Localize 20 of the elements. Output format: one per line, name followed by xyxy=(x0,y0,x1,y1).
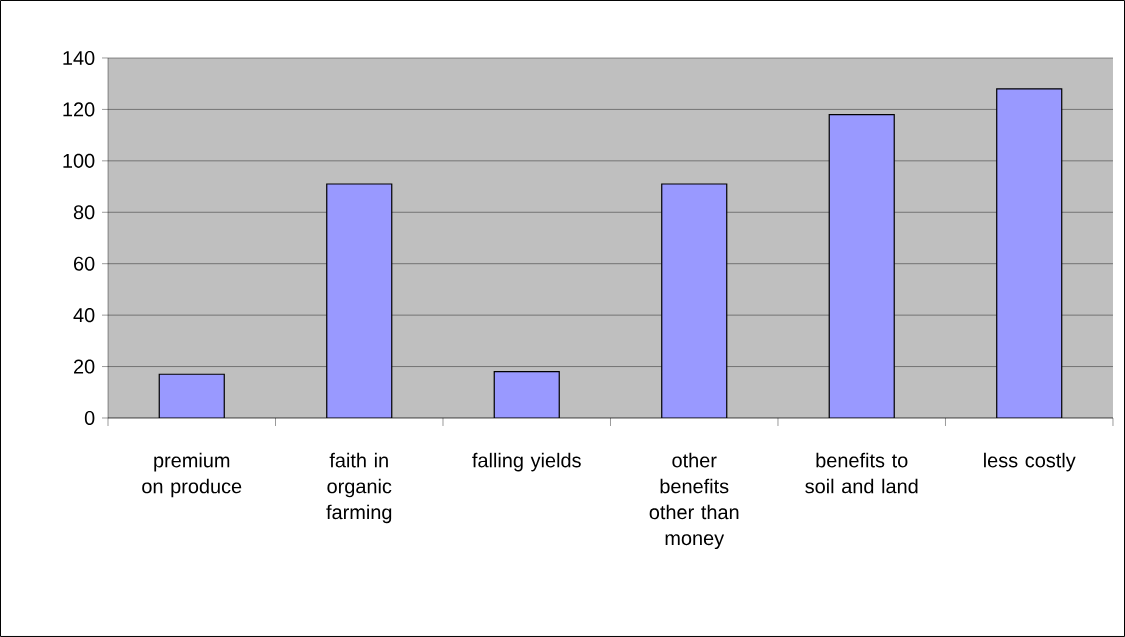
bar xyxy=(661,183,728,418)
x-tick-label: premium on produce xyxy=(142,452,242,498)
y-tick-label: 40 xyxy=(73,308,95,323)
x-tick-label: other benefits other than money xyxy=(649,452,739,550)
y-tick-label: 120 xyxy=(63,102,95,117)
y-tick-label: 60 xyxy=(74,256,95,271)
y-tick-label: 80 xyxy=(73,205,95,220)
bar xyxy=(996,88,1063,418)
x-tick-label: benefits to soil and land xyxy=(805,452,918,494)
y-tick-label: 0 xyxy=(84,410,95,426)
y-tick-label: 140 xyxy=(63,50,95,66)
bar xyxy=(326,183,393,418)
bar xyxy=(828,113,895,418)
x-tick-label: faith in organic farming xyxy=(326,452,392,524)
y-tick-label: 20 xyxy=(74,359,95,374)
bar xyxy=(493,371,560,418)
x-tick-label: falling yields xyxy=(472,452,581,472)
y-tick-label: 100 xyxy=(63,153,95,168)
bar xyxy=(158,373,225,418)
x-tick-label: less costly xyxy=(984,452,1076,472)
